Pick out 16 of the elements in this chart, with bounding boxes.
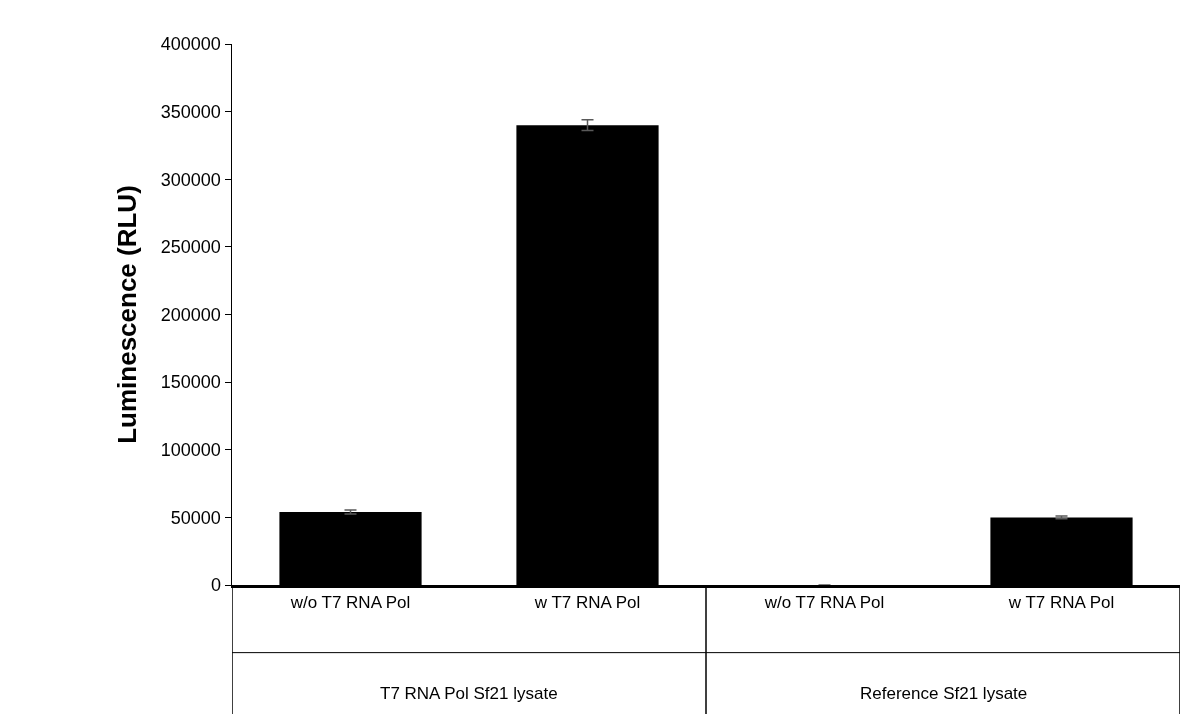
- y-tick-label: 200000: [160, 304, 221, 325]
- y-tick-label: 350000: [160, 101, 221, 122]
- y-tick-label: 250000: [160, 237, 221, 258]
- x-tick-label: w/o T7 RNA Pol: [763, 593, 885, 613]
- x-tick-label: w/o T7 RNA Pol: [289, 593, 411, 613]
- text: T7 RNA Pol Sf21 lysate: [380, 684, 558, 703]
- x-tick-label: w T7 RNA Pol: [533, 593, 641, 613]
- x-tick-label: w T7 RNA Pol: [1007, 593, 1115, 613]
- y-tick-label: 400000: [160, 34, 221, 55]
- y-tick-label: 100000: [160, 440, 221, 461]
- text: Reference Sf21 lysate: [860, 684, 1028, 703]
- y-tick-label: 50000: [170, 507, 221, 528]
- y-axis-title: Luminescence (RLU): [112, 185, 143, 444]
- y-tick-label: 150000: [160, 372, 221, 393]
- y-tick-label: 300000: [160, 169, 221, 190]
- y-tick-label: 0: [210, 575, 221, 596]
